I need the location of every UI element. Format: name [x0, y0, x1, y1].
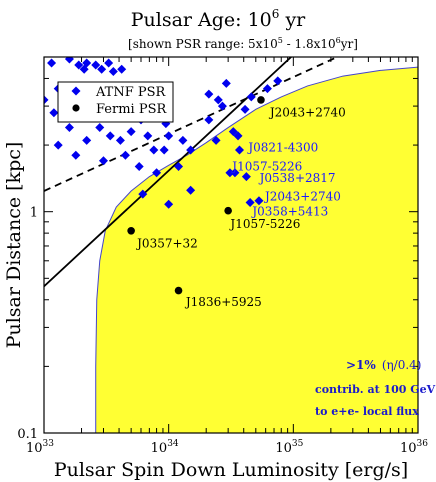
- atnf-point: [221, 78, 231, 88]
- atnf-point: [53, 140, 63, 150]
- atnf-point: [174, 162, 184, 172]
- contribution-region: [95, 67, 418, 433]
- y-tick-label: 1: [30, 206, 38, 221]
- atnf-point: [211, 135, 221, 145]
- atnf-point: [120, 150, 130, 160]
- annotation-line2: contrib. at 100 GeV: [315, 383, 436, 396]
- atnf-point: [159, 145, 169, 155]
- chart-subtitle: [shown PSR range: 5x105 - 1.8x106yr]: [128, 36, 358, 51]
- atnf-point: [95, 123, 105, 133]
- x-tick-label: 1033: [26, 439, 54, 456]
- point-label: J2043+2740: [268, 106, 346, 120]
- x-tick-label: 1035: [275, 439, 303, 456]
- svg-text:>1%(η/0.4): >1% (η/0.4): [346, 358, 422, 372]
- atnf-point: [152, 168, 162, 178]
- axis-ticks: [43, 56, 419, 434]
- fermi-point: [224, 206, 232, 215]
- flux-annotation: >1% (η/0.4) contrib. at 100 GeV to e+e- l…: [315, 358, 436, 418]
- annotation-line1: >1%: [346, 358, 376, 372]
- fermi-series: [127, 96, 265, 295]
- atnf-point: [74, 60, 84, 70]
- point-label: J0538+2817: [258, 171, 336, 185]
- annotation-line1-note: (η/0.4): [382, 358, 422, 372]
- atnf-point: [230, 168, 240, 178]
- atnf-point: [225, 168, 235, 178]
- legend-fermi-marker: [72, 104, 80, 112]
- point-labels: J2043+2740J0821-4300J1057-5226J0538+2817…: [135, 106, 346, 309]
- atnf-point: [143, 131, 153, 141]
- atnf-point: [149, 145, 159, 155]
- atnf-point: [262, 84, 272, 94]
- atnf-point: [235, 145, 245, 155]
- atnf-point: [245, 198, 255, 208]
- point-label: J1057-5226: [230, 160, 302, 174]
- y-tick-label: 0.1: [17, 427, 38, 442]
- atnf-point: [64, 57, 74, 64]
- fermi-point: [257, 96, 265, 104]
- atnf-point: [246, 92, 256, 102]
- atnf-point: [82, 135, 92, 145]
- point-label: J0821-4300: [246, 141, 318, 155]
- y-axis-label: Pulsar Distance [kpc]: [3, 142, 25, 349]
- atnf-point: [240, 104, 250, 114]
- atnf-point: [164, 131, 174, 141]
- point-label: J0358+5413: [250, 205, 328, 219]
- atnf-point: [138, 189, 148, 199]
- point-label: J2043+2740: [263, 190, 341, 204]
- atnf-point: [134, 162, 144, 172]
- atnf-point: [105, 131, 115, 141]
- atnf-point: [47, 58, 57, 68]
- atnf-point: [115, 135, 125, 145]
- dashed-line: [44, 57, 338, 192]
- chart-title: Pulsar Age: 106 yr: [131, 7, 306, 31]
- atnf-point: [108, 66, 118, 76]
- atnf-point: [233, 131, 243, 141]
- plot-frame: [43, 56, 419, 434]
- atnf-point: [164, 199, 174, 209]
- point-label: J1057-5226: [228, 217, 300, 231]
- atnf-point: [91, 60, 101, 70]
- atnf-point: [213, 95, 223, 105]
- atnf-point: [82, 58, 92, 68]
- atnf-point: [204, 115, 214, 125]
- legend-atnf-marker: [71, 86, 81, 96]
- atnf-point: [104, 58, 114, 68]
- fermi-point: [174, 286, 183, 295]
- fermi-point: [127, 226, 135, 235]
- point-label: J1836+5925: [184, 295, 262, 309]
- x-tick-label: 1034: [151, 439, 179, 456]
- atnf-point: [126, 127, 136, 137]
- atnf-point: [117, 64, 127, 74]
- legend-fermi-label: Fermi PSR: [96, 102, 167, 117]
- atnf-point: [241, 172, 251, 182]
- legend-atnf-label: ATNF PSR: [95, 85, 167, 100]
- atnf-point: [64, 123, 74, 133]
- atnf-point: [204, 89, 214, 99]
- contribution-region-edge: [95, 66, 418, 433]
- atnf-point: [254, 196, 264, 206]
- atnf-point: [217, 101, 227, 111]
- legend: ATNF PSR Fermi PSR: [57, 81, 174, 123]
- atnf-point: [98, 156, 108, 166]
- atnf-point: [178, 135, 188, 145]
- atnf-point: [273, 76, 283, 86]
- point-label: J0357+32: [135, 236, 198, 250]
- atnf-point: [186, 145, 196, 155]
- axis-tick-labels: 1033 1034 1035 1036 0.1 1: [17, 206, 428, 456]
- atnf-point: [186, 185, 196, 195]
- atnf-point: [71, 150, 81, 160]
- atnf-point: [49, 108, 59, 118]
- x-axis-label: Pulsar Spin Down Luminosity [erg/s]: [54, 459, 408, 481]
- annotation-line3: to e+e- local flux: [315, 405, 419, 418]
- atnf-point: [97, 64, 107, 74]
- atnf-point: [44, 95, 49, 105]
- x-tick-label: 1036: [400, 439, 428, 456]
